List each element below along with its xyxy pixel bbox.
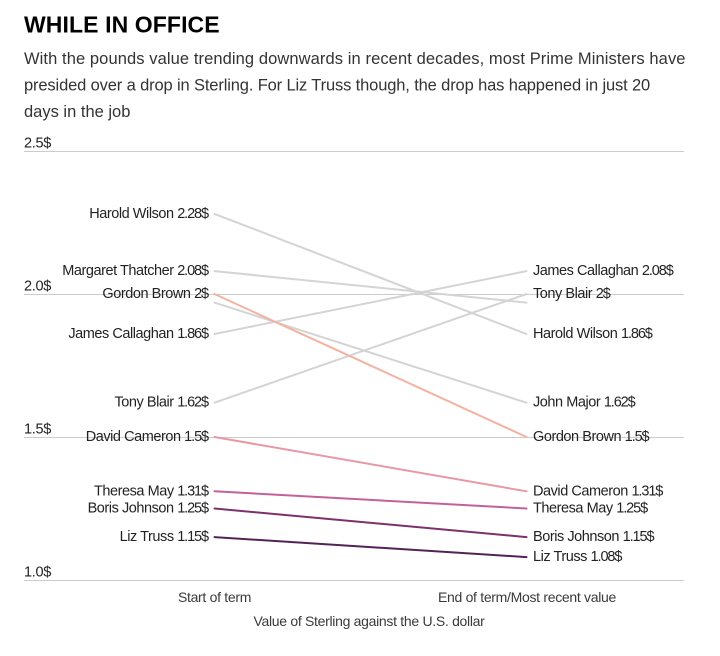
svg-text:James Callaghan 2.08$: James Callaghan 2.08$ bbox=[533, 263, 674, 279]
svg-text:Liz Truss 1.08$: Liz Truss 1.08$ bbox=[533, 549, 622, 565]
svg-text:Liz Truss 1.15$: Liz Truss 1.15$ bbox=[120, 529, 209, 545]
svg-text:With the pounds value trending: With the pounds value trending downwards… bbox=[24, 50, 686, 68]
svg-text:1.5$: 1.5$ bbox=[24, 422, 51, 438]
svg-text:Boris Johnson 1.15$: Boris Johnson 1.15$ bbox=[533, 529, 654, 545]
svg-text:Start of term: Start of term bbox=[178, 589, 251, 605]
svg-text:Theresa May 1.25$: Theresa May 1.25$ bbox=[533, 501, 648, 517]
svg-text:Harold Wilson 1.86$: Harold Wilson 1.86$ bbox=[533, 326, 653, 342]
svg-text:Harold Wilson 2.28$: Harold Wilson 2.28$ bbox=[89, 206, 209, 222]
svg-text:Tony Blair 1.62$: Tony Blair 1.62$ bbox=[114, 395, 209, 411]
svg-text:David Cameron 1.5$: David Cameron 1.5$ bbox=[86, 429, 209, 445]
svg-text:Theresa May 1.31$: Theresa May 1.31$ bbox=[94, 483, 209, 499]
svg-text:David Cameron 1.31$: David Cameron 1.31$ bbox=[533, 483, 663, 499]
svg-text:Margaret Thatcher 2.08$: Margaret Thatcher 2.08$ bbox=[62, 263, 209, 279]
svg-text:2.5$: 2.5$ bbox=[24, 136, 51, 152]
svg-text:presided over a drop in Sterli: presided over a drop in Sterling. For Li… bbox=[24, 77, 650, 95]
svg-text:Boris Johnson 1.25$: Boris Johnson 1.25$ bbox=[88, 501, 209, 517]
svg-text:James Callaghan 1.86$: James Callaghan 1.86$ bbox=[68, 326, 209, 342]
svg-text:John Major 1.62$: John Major 1.62$ bbox=[533, 395, 636, 411]
svg-text:Tony Blair 2$: Tony Blair 2$ bbox=[533, 286, 611, 302]
svg-text:2.0$: 2.0$ bbox=[24, 279, 51, 295]
svg-text:End of term/Most recent value: End of term/Most recent value bbox=[438, 589, 617, 605]
svg-text:WHILE IN OFFICE: WHILE IN OFFICE bbox=[24, 12, 220, 38]
svg-text:Value of Sterling against the: Value of Sterling against the U.S. dolla… bbox=[253, 613, 485, 629]
svg-text:Gordon Brown 1.5$: Gordon Brown 1.5$ bbox=[533, 429, 650, 445]
svg-text:days in the job: days in the job bbox=[24, 103, 130, 121]
svg-text:1.0$: 1.0$ bbox=[24, 565, 51, 581]
svg-text:Gordon Brown 2$: Gordon Brown 2$ bbox=[102, 286, 209, 302]
